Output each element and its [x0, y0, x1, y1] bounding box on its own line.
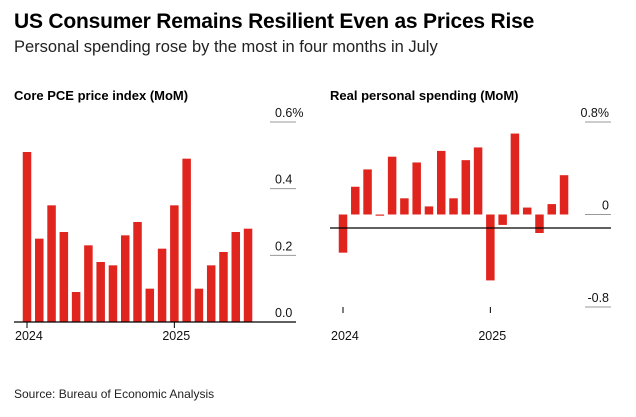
real-spending-bar	[338, 214, 348, 253]
real-spending-bar	[510, 133, 520, 215]
real-spending-bar	[522, 207, 532, 215]
chart-title: US Consumer Remains Resilient Even as Pr…	[14, 10, 535, 33]
real-spending-x-tick-label: 2024	[331, 329, 359, 343]
core-pce-bar	[96, 262, 105, 322]
core-pce-bar	[231, 232, 241, 322]
real-spending-bar	[436, 150, 446, 215]
core-pce-bar	[59, 232, 69, 322]
real-spending-bar	[461, 160, 471, 215]
core-pce-x-tick-label: 2025	[162, 329, 190, 343]
core-pce-x-tick-label: 2024	[15, 329, 43, 343]
core-pce-bar	[206, 265, 216, 322]
core-pce-bar	[84, 245, 93, 322]
real-spending-bar	[486, 214, 495, 281]
real-spending-bar	[547, 204, 557, 215]
core-pce-bar	[157, 248, 167, 322]
real-spending-bar	[498, 214, 507, 225]
core-pce-bar	[133, 222, 142, 322]
chart-subtitle: Personal spending rose by the most in fo…	[14, 38, 438, 56]
core-pce-bar	[219, 252, 228, 322]
source-note: Source: Bureau of Economic Analysis	[14, 387, 215, 401]
core-pce-bar	[47, 205, 56, 322]
real-spending-panel-title: Real personal spending (MoM)	[330, 88, 519, 103]
core-pce-bar	[243, 228, 253, 322]
core-pce-y-tick-label: 0.4	[275, 173, 292, 187]
real-spending-bar	[375, 214, 385, 216]
real-spending-bar	[559, 175, 569, 215]
core-pce-panel-title: Core PCE price index (MoM)	[14, 88, 188, 103]
real-spending-bar	[535, 214, 544, 233]
core-pce-bar	[170, 205, 179, 322]
real-spending-y-tick-label: -0.8	[587, 291, 609, 305]
real-spending-bar	[449, 198, 458, 215]
real-spending-panel: Real personal spending (MoM) 0.8% 0 -0.8 20…	[330, 88, 611, 343]
core-pce-bar	[22, 152, 32, 322]
core-pce-bar	[120, 235, 130, 322]
real-spending-bar	[412, 162, 421, 215]
core-pce-bar	[108, 265, 118, 322]
core-pce-bar	[71, 292, 81, 322]
real-spending-bar	[363, 169, 372, 215]
real-spending-bar	[351, 186, 360, 215]
real-spending-y-tick-label: 0.8%	[581, 106, 610, 120]
core-pce-bar	[194, 288, 204, 322]
core-pce-y-tick-label: 0.0	[275, 306, 292, 320]
real-spending-bar	[387, 156, 397, 215]
real-spending-y-tick-label: 0	[602, 199, 609, 213]
real-spending-bar	[400, 198, 409, 215]
core-pce-y-tick-label: 0.6%	[275, 106, 304, 120]
real-spending-bar	[424, 206, 434, 215]
real-spending-bar	[473, 147, 483, 215]
core-pce-panel: Core PCE price index (MoM) 0.6% 0.4 0.2 0.0…	[14, 88, 304, 343]
core-pce-bar	[145, 288, 155, 322]
core-pce-bar	[182, 158, 191, 322]
real-spending-x-tick-label: 2025	[478, 329, 506, 343]
core-pce-bar	[35, 238, 44, 322]
core-pce-y-tick-label: 0.2	[275, 239, 292, 253]
